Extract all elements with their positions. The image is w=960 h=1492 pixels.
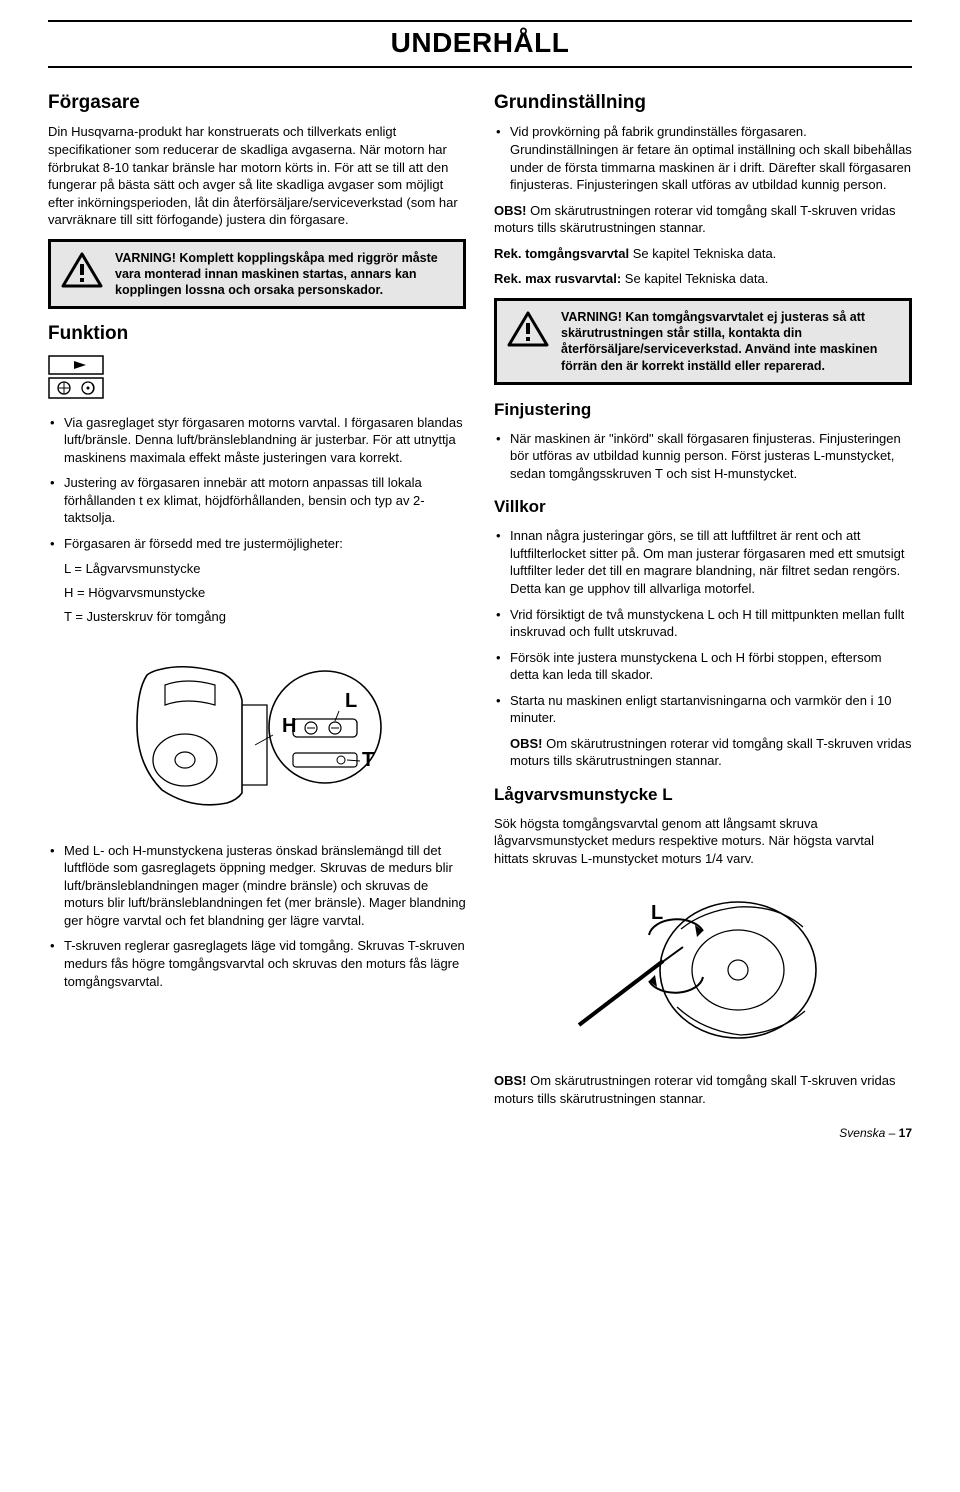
right-column: Grundinställning Vid provkörning på fabr… bbox=[494, 82, 912, 1115]
list-item: Innan några justeringar görs, se till at… bbox=[494, 527, 912, 597]
warning-text-2: VARNING! Kan tomgångsvarvtalet ej juster… bbox=[561, 309, 899, 374]
footer-language: Svenska bbox=[839, 1126, 885, 1140]
warning-box-2: VARNING! Kan tomgångsvarvtalet ej juster… bbox=[494, 298, 912, 385]
grund-list: Vid provkörning på fabrik grundinställes… bbox=[494, 123, 912, 193]
nozzle-definitions: L = Lågvarvsmunstycke H = Högvarvsmunsty… bbox=[48, 560, 466, 625]
list-item: Justering av förgasaren innebär att moto… bbox=[48, 474, 466, 527]
two-column-layout: Förgasare Din Husqvarna-produkt har kons… bbox=[48, 82, 912, 1115]
obs-note-2: OBS! Om skärutrustningen roterar vid tom… bbox=[494, 735, 912, 770]
heading-forgasare: Förgasare bbox=[48, 90, 466, 116]
obs-note-1: OBS! Om skärutrustningen roterar vid tom… bbox=[494, 202, 912, 237]
heading-villkor: Villkor bbox=[494, 496, 912, 519]
warning-triangle-icon bbox=[61, 252, 103, 293]
fin-list: När maskinen är "inkörd" skall förgasare… bbox=[494, 430, 912, 483]
svg-text:H: H bbox=[282, 715, 296, 737]
page-title: UNDERHÅLL bbox=[48, 20, 912, 68]
list-item: T-skruven reglerar gasreglagets läge vid… bbox=[48, 937, 466, 990]
heading-grundinstallning: Grundinställning bbox=[494, 90, 912, 116]
list-item: Via gasreglaget styr förgasaren motorns … bbox=[48, 414, 466, 467]
warning-box-1: VARNING! Komplett kopplingskåpa med rigg… bbox=[48, 239, 466, 310]
def-H: H = Högvarvsmunstycke bbox=[64, 584, 466, 602]
funktion-list-2: Med L- och H-munstyckena justeras önskad… bbox=[48, 842, 466, 990]
list-item: Försök inte justera munstyckena L och H … bbox=[494, 649, 912, 684]
list-item: Förgasaren är försedd med tre justermöjl… bbox=[48, 535, 466, 553]
def-T: T = Justerskruv för tomgång bbox=[64, 608, 466, 626]
svg-text:L: L bbox=[651, 902, 663, 924]
warning-text-1: VARNING! Komplett kopplingskåpa med rigg… bbox=[115, 250, 453, 299]
footer-sep: – bbox=[885, 1126, 898, 1140]
left-column: Förgasare Din Husqvarna-produkt har kons… bbox=[48, 82, 466, 1115]
def-L: L = Lågvarvsmunstycke bbox=[64, 560, 466, 578]
rek-1: Rek. tomgångsvarvtal Se kapitel Tekniska… bbox=[494, 245, 912, 263]
footer-page-number: 17 bbox=[899, 1126, 912, 1140]
low-paragraph: Sök högsta tomgångsvarvtal genom att lån… bbox=[494, 815, 912, 868]
list-item: Med L- och H-munstyckena justeras önskad… bbox=[48, 842, 466, 930]
warning-triangle-icon bbox=[507, 311, 549, 352]
list-item: Starta nu maskinen enligt startanvisning… bbox=[494, 692, 912, 727]
villkor-list: Innan några justeringar görs, se till at… bbox=[494, 527, 912, 726]
funktion-list: Via gasreglaget styr förgasaren motorns … bbox=[48, 414, 466, 553]
svg-text:T: T bbox=[362, 749, 374, 771]
list-item: Vrid försiktigt de två munstyckena L och… bbox=[494, 606, 912, 641]
L-screw-figure: L bbox=[494, 875, 912, 1060]
rek-2: Rek. max rusvarvtal: Se kapitel Tekniska… bbox=[494, 270, 912, 288]
obs-note-3: OBS! Om skärutrustningen roterar vid tom… bbox=[494, 1072, 912, 1107]
svg-text:L: L bbox=[345, 690, 357, 712]
function-diagram-icon bbox=[48, 355, 466, 404]
list-item: Vid provkörning på fabrik grundinställes… bbox=[494, 123, 912, 193]
heading-funktion: Funktion bbox=[48, 321, 466, 347]
heading-finjustering: Finjustering bbox=[494, 399, 912, 422]
page-footer: Svenska – 17 bbox=[48, 1125, 912, 1141]
intro-paragraph: Din Husqvarna-produkt har konstruerats o… bbox=[48, 123, 466, 228]
list-item: När maskinen är "inkörd" skall förgasare… bbox=[494, 430, 912, 483]
carburetor-LHT-figure: H L T bbox=[48, 635, 466, 830]
heading-lagvarvsmunstycke: Lågvarvsmunstycke L bbox=[494, 784, 912, 807]
